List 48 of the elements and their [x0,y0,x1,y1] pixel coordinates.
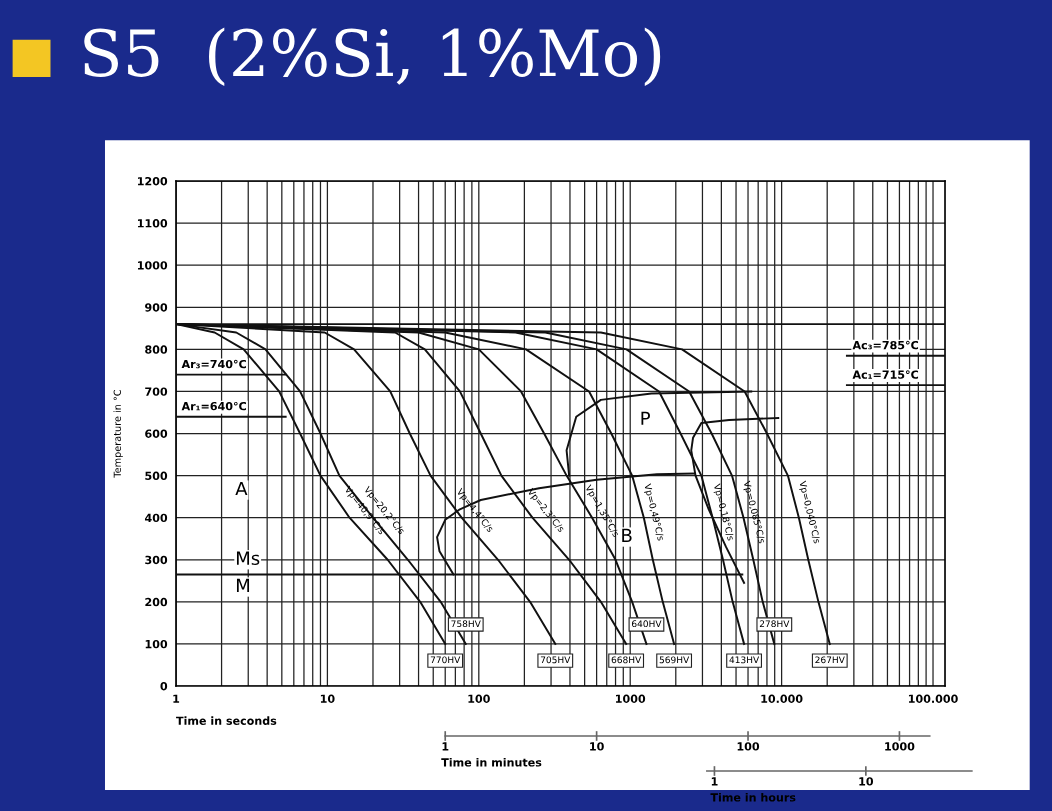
annotation: 278HV [759,620,790,628]
annotation: 413HV [729,656,760,664]
x-tick-label: 10.000 [761,694,803,703]
series-label: Ar₁=640°C [181,401,246,411]
y-tick-label: 800 [145,345,168,354]
text: 100 [737,742,760,751]
y-tick-label: 100 [145,639,168,649]
x-axis-title: Time in seconds [176,716,277,725]
y-tick-label: 900 [145,303,168,312]
annotation: 569HV [659,656,690,664]
series-label: Ar₃=740°C [181,359,246,369]
annotation: A [235,481,248,496]
y-tick-label: 300 [145,555,168,565]
x-tick-label: 100 [468,694,490,703]
y-axis-title: Temperature in °C [113,389,123,478]
x-tick-label: 10 [320,694,335,703]
chart-title: S5 (2%Si, 1%Mo) [84,27,661,86]
annotation: 758HV [451,620,481,628]
text: 1 [711,777,718,786]
text: 1 [442,742,449,751]
text: 1000 [885,742,915,751]
annotation: 770HV [430,656,461,664]
annotation: Ms [236,551,260,566]
x-tick-label: 1000 [616,694,646,703]
y-tick-label: 700 [145,387,168,396]
y-tick-label: 0 [160,682,168,691]
y-tick-label: 200 [145,597,168,607]
series-label: Ac₃=785°C [852,340,919,350]
series-label: Ac₁=715°C [852,370,919,379]
annotation: 640HV [631,620,662,628]
annotation: M [236,578,250,593]
y-tick-label: 1100 [138,219,168,228]
annotation: 668HV [611,656,642,664]
text: Time in hours [710,793,796,802]
annotation: 705HV [540,656,571,664]
annotation: 267HV [815,656,845,664]
y-tick-label: 1000 [138,261,168,270]
y-tick-label: 400 [144,513,168,523]
text: 10 [859,777,874,786]
text: Time in minutes [441,758,542,767]
annotation: P [641,411,650,425]
annotation: B [622,528,632,543]
y-tick-label: 600 [145,429,168,438]
x-tick-label: 1 [173,694,180,703]
text: 10 [590,742,604,751]
x-tick-label: 100.000 [908,694,958,703]
y-tick-label: 1200 [138,176,168,186]
y-tick-label: 500 [145,471,168,480]
